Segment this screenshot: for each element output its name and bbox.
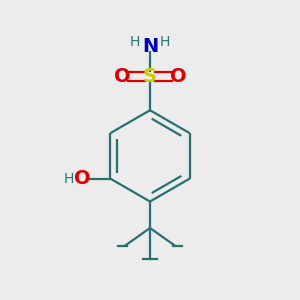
Text: O: O bbox=[114, 67, 130, 86]
Text: H: H bbox=[130, 34, 140, 49]
Text: N: N bbox=[142, 38, 158, 56]
Text: O: O bbox=[74, 169, 91, 188]
Text: S: S bbox=[143, 67, 157, 86]
Text: H: H bbox=[63, 172, 74, 186]
Text: O: O bbox=[170, 67, 186, 86]
Text: H: H bbox=[160, 34, 170, 49]
